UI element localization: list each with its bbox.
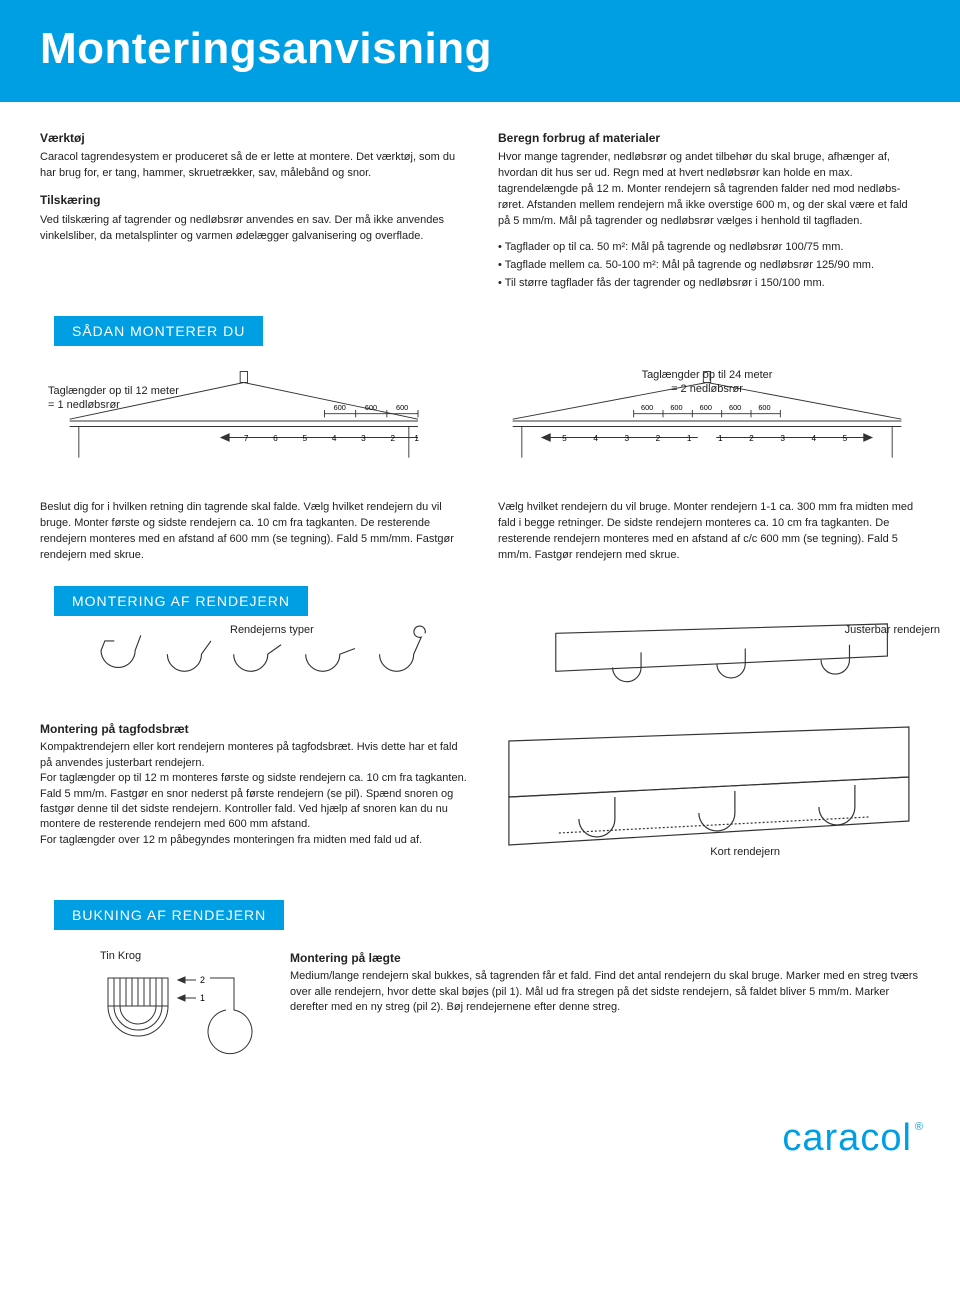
short-bracket-label: Kort rendejern <box>710 846 780 858</box>
section-label-3: BUKNING AF RENDEJERN <box>54 900 284 930</box>
tk-1: 1 <box>414 434 419 443</box>
t2-3: 2 <box>656 434 661 443</box>
t2-4: 1 <box>687 434 692 443</box>
intro-p-tools: Caracol tagrendesystem er produceret så … <box>40 150 462 182</box>
tk-2: 2 <box>391 434 396 443</box>
t2-2: 3 <box>625 434 630 443</box>
bukning-row: Tin Krog <box>0 930 960 1087</box>
bukning-diagram: Tin Krog <box>40 950 260 1077</box>
intro-right-col: Beregn forbrug af materialer Hvor mange … <box>498 130 920 294</box>
house-diagrams-row: Taglængder op til 12 meter = 1 nedløbsrø… <box>0 346 960 484</box>
house-diagram-24m: Taglængder op til 24 meter = 2 nedløbsrø… <box>494 366 920 476</box>
rendejern-types-row: Rendejerns typer Justerbar rendejern <box>0 616 960 721</box>
mounting-h: Montering på tagfodsbræt <box>40 721 470 738</box>
house-diagram-12m: Taglængder op til 12 meter = 1 nedløbsrø… <box>40 366 466 476</box>
sp-1: 600 <box>334 403 346 412</box>
diag1-cap-a: Taglængder op til 12 meter <box>48 385 179 397</box>
intro-h-tools: Værktøj <box>40 130 462 147</box>
sp2-4: 600 <box>729 403 741 412</box>
sp-2: 600 <box>365 403 377 412</box>
bullet-2: Tagflade mellem ca. 50-100 m²: Mål på ta… <box>498 258 920 274</box>
bukning-p: Medium/lange rendejern skal bukkes, så t… <box>290 969 920 1015</box>
t2-7: 3 <box>780 434 785 443</box>
instr-left: Beslut dig for i hvilken retning din tag… <box>40 500 462 564</box>
arrow-2: 2 <box>200 975 205 985</box>
house-svg-1: 600 600 600 7 6 5 4 3 2 1 <box>40 366 466 476</box>
mounting-text: Montering på tagfodsbræt Kompaktrendejer… <box>40 721 470 876</box>
bukning-text: Montering på lægte Medium/lange rendejer… <box>290 950 920 1016</box>
mounting-p: Kompaktrendejern eller kort rendejern mo… <box>40 740 470 848</box>
mounting-row: Montering på tagfodsbræt Kompaktrendejer… <box>0 721 960 888</box>
intro-p-calc: Hvor mange tagrender, nedløbsrør og ande… <box>498 150 920 230</box>
intro-p-cut: Ved tilskæring af tagrender og nedløbsrø… <box>40 213 462 245</box>
sp2-1: 600 <box>641 403 653 412</box>
intro-block: Værktøj Caracol tagrendesystem er produc… <box>0 102 960 304</box>
sp2-2: 600 <box>670 403 682 412</box>
tk-4: 4 <box>332 434 337 443</box>
sp2-5: 600 <box>758 403 770 412</box>
t2-8: 4 <box>812 434 817 443</box>
logo-registered-icon: ® <box>915 1121 923 1133</box>
header-band: Monteringsanvisning <box>0 0 960 102</box>
rendejern-types-svg <box>40 622 920 712</box>
section-label-1: SÅDAN MONTERER DU <box>54 316 263 346</box>
tk-6: 6 <box>273 434 278 443</box>
intro-h-cut: Tilskæring <box>40 192 462 209</box>
logo-text: caracol <box>782 1117 912 1159</box>
sp2-3: 600 <box>700 403 712 412</box>
types-label: Rendejerns typer <box>230 624 314 636</box>
footer-logo: caracol® <box>0 1087 960 1178</box>
section-label-2: MONTERING AF RENDEJERN <box>54 586 308 616</box>
t2-0: 5 <box>562 434 567 443</box>
page-title: Monteringsanvisning <box>40 24 920 74</box>
intro-h-calc: Beregn forbrug af materialer <box>498 130 920 147</box>
t2-5: 1 <box>718 434 723 443</box>
bullet-3: Til større tagflader fås der tagrender o… <box>498 276 920 292</box>
bending-svg: 2 1 <box>100 962 300 1072</box>
tk-5: 5 <box>303 434 308 443</box>
sp-3: 600 <box>396 403 408 412</box>
diag1-cap-b: = 1 nedløbsrør <box>48 399 120 411</box>
tin-krog-label: Tin Krog <box>100 950 260 962</box>
bukning-h: Montering på lægte <box>290 950 920 967</box>
t2-1: 4 <box>593 434 598 443</box>
bullet-1: Tagflader op til ca. 50 m²: Mål på tagre… <box>498 240 920 256</box>
t2-9: 5 <box>843 434 848 443</box>
tk-3: 3 <box>361 434 366 443</box>
tk-7: 7 <box>244 434 249 443</box>
instruction-text-row: Beslut dig for i hvilken retning din tag… <box>0 484 960 574</box>
arrow-1: 1 <box>200 993 205 1003</box>
diag2-cap-a: Taglængder op til 24 meter <box>642 369 773 381</box>
mounting-diagram: Kort rendejern <box>498 721 920 876</box>
diag2-cap-b: = 2 nedløbsrør <box>671 383 743 395</box>
instr-right: Vælg hvilket rendejern du vil bruge. Mon… <box>498 500 920 564</box>
adjustable-label: Justerbar rendejern <box>845 624 940 636</box>
fascia-svg <box>498 721 920 871</box>
t2-6: 2 <box>749 434 754 443</box>
intro-left-col: Værktøj Caracol tagrendesystem er produc… <box>40 130 462 294</box>
